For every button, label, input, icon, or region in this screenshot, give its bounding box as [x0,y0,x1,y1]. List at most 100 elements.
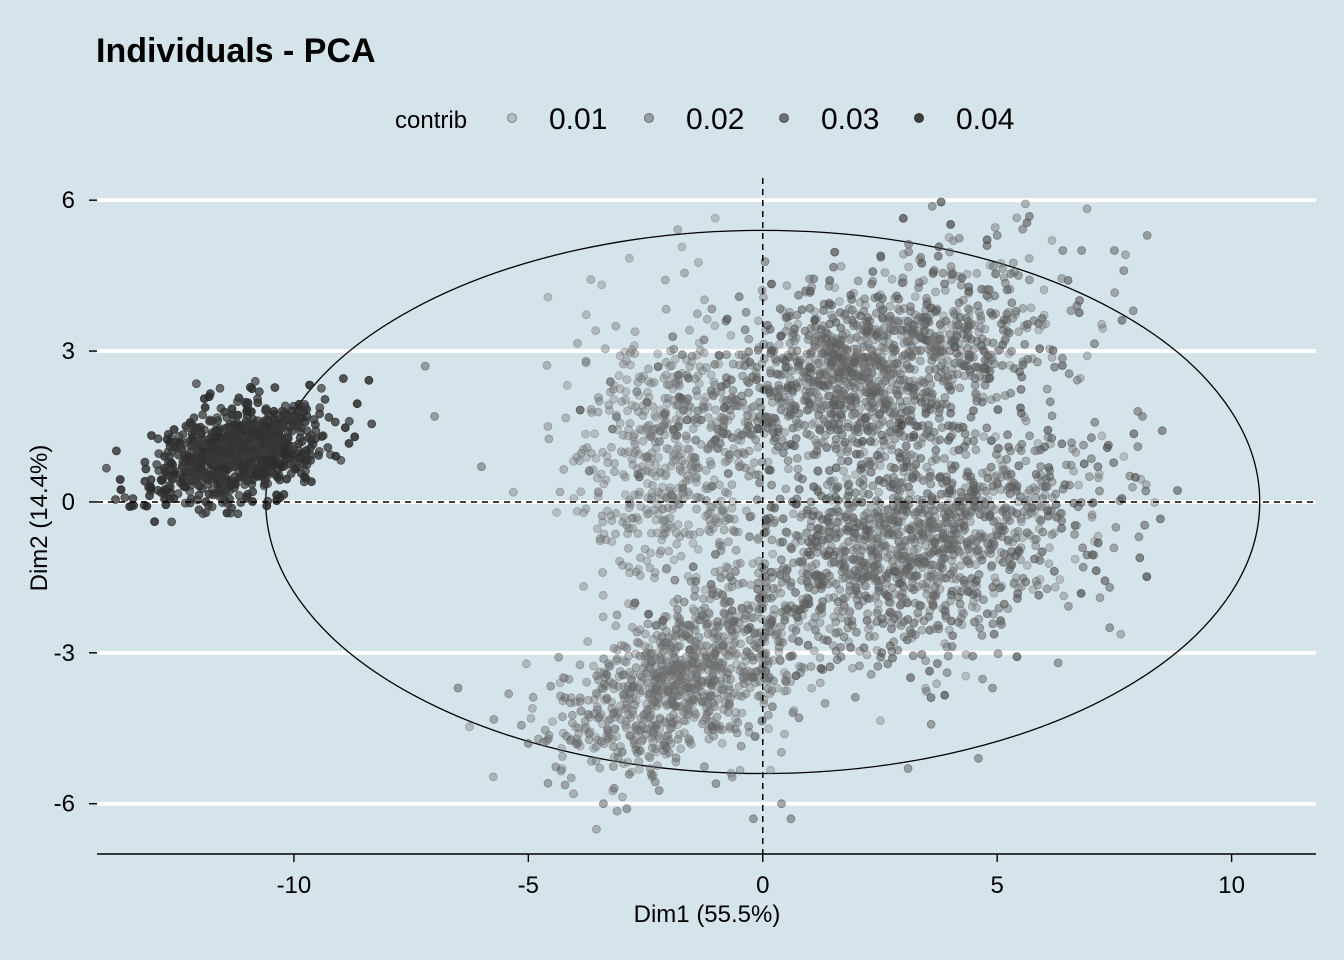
data-point [918,433,928,443]
data-point [887,440,896,450]
data-point [785,652,795,661]
data-point [782,281,792,291]
data-point [839,466,848,476]
data-point [874,326,884,336]
data-point [917,601,926,611]
data-point [724,614,734,624]
data-point [601,681,611,691]
data-point [262,447,272,457]
data-point [949,421,959,430]
data-point [859,342,868,352]
data-point [233,397,242,407]
data-point [205,416,214,426]
data-point [720,447,730,457]
data-point [944,233,954,242]
data-point [893,379,902,389]
data-point [921,409,931,419]
data-point [635,625,645,634]
data-point [159,488,169,498]
data-point [839,600,849,610]
data-point [1082,550,1092,560]
data-point [956,487,966,497]
data-point [847,368,857,378]
data-point [599,529,609,539]
data-point [819,356,829,366]
data-point [996,258,1006,268]
data-point [211,432,221,442]
data-point [960,441,969,451]
data-point [663,494,672,504]
data-point [848,410,858,420]
data-point [306,477,316,487]
data-point [1109,543,1119,553]
data-point [850,470,860,480]
data-point [1047,433,1057,443]
data-point [1075,296,1084,305]
data-point [650,568,660,577]
data-point [954,271,964,281]
data-point [727,772,737,782]
data-point [906,488,915,498]
data-point [876,252,886,262]
data-point [970,429,980,439]
data-point [977,284,986,294]
data-point [557,744,566,753]
data-point [866,437,875,446]
data-point [724,651,734,661]
data-point [900,616,909,626]
data-point [911,508,920,517]
data-point [1025,275,1034,285]
data-point [1024,253,1034,263]
data-point [1094,473,1103,483]
data-point [827,361,836,371]
data-point [904,239,913,249]
data-point [966,334,976,344]
data-point [986,462,996,472]
data-point [899,249,908,259]
data-point [737,350,747,360]
data-point [974,545,983,554]
data-point [648,480,657,490]
data-point [1031,469,1041,479]
data-point [691,613,700,622]
data-point [1087,454,1096,464]
data-point [191,379,201,389]
data-point [840,437,850,447]
data-point [817,609,827,618]
data-point [667,694,677,704]
data-point [926,303,936,313]
data-point [980,380,990,390]
data-point [905,525,915,534]
data-point [737,603,746,613]
data-point [1071,447,1081,457]
data-point [707,304,717,314]
data-point [922,589,932,599]
data-point [661,565,671,574]
data-point [822,443,832,452]
data-point [947,524,957,534]
data-point [212,457,222,467]
data-point [913,518,923,527]
data-point [896,330,906,340]
data-point [888,501,898,511]
data-point [586,727,595,737]
data-point [837,567,847,577]
data-point [544,730,554,740]
data-point [962,269,972,279]
data-point [1016,514,1026,523]
data-point [528,704,537,713]
data-point [909,321,918,331]
data-point [245,382,255,392]
data-point [824,281,834,291]
data-point [599,479,609,489]
data-point [1004,307,1013,317]
data-point [1041,502,1051,512]
data-point [593,690,602,700]
data-point [696,415,706,425]
data-point [711,550,720,559]
data-point [764,656,773,666]
data-point [938,529,948,538]
data-point [232,431,242,440]
data-point [1085,472,1094,482]
data-point [874,420,884,430]
